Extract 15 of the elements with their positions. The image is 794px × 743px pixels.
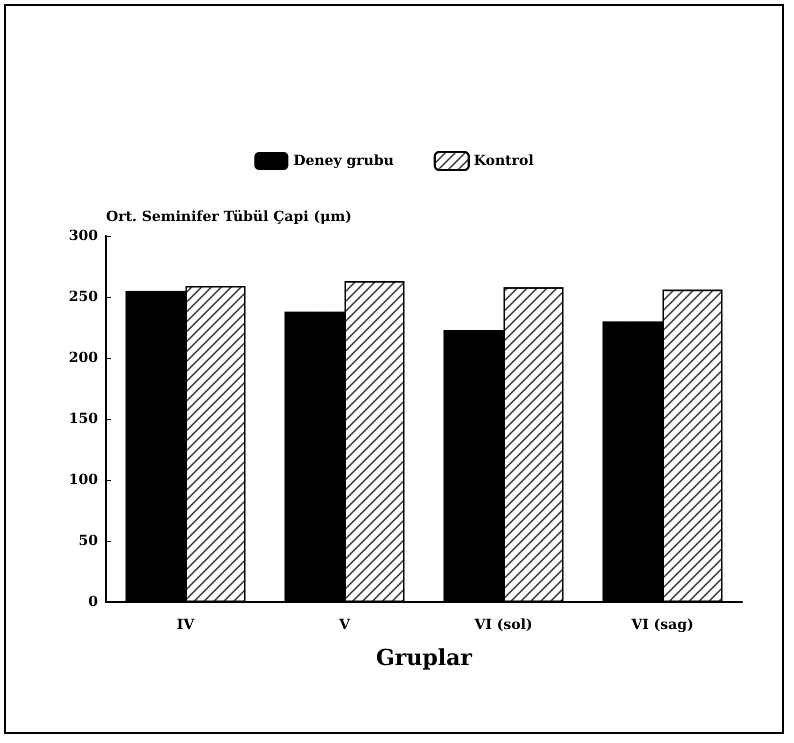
y-tick-label: 50 [78,533,98,549]
y-tick-label: 100 [68,472,98,488]
y-tick-label: 300 [68,228,98,244]
x-axis-title: Gruplar [376,645,472,671]
x-tick-label: VI (sag) [630,617,694,633]
y-tick-label: 150 [68,411,98,427]
y-tick-label: 200 [68,350,98,366]
y-tick-label: 0 [88,594,98,610]
legend-label: Deney grubu [293,153,394,169]
x-tick-label: V [338,617,352,633]
legend-label: Kontrol [474,153,534,169]
x-tick-label: VI (sol) [473,617,533,633]
x-tick-label: IV [176,617,196,633]
y-axis-title: Ort. Seminifer Tübül Çapi (μm) [106,209,352,225]
y-tick-label: 250 [68,289,98,305]
